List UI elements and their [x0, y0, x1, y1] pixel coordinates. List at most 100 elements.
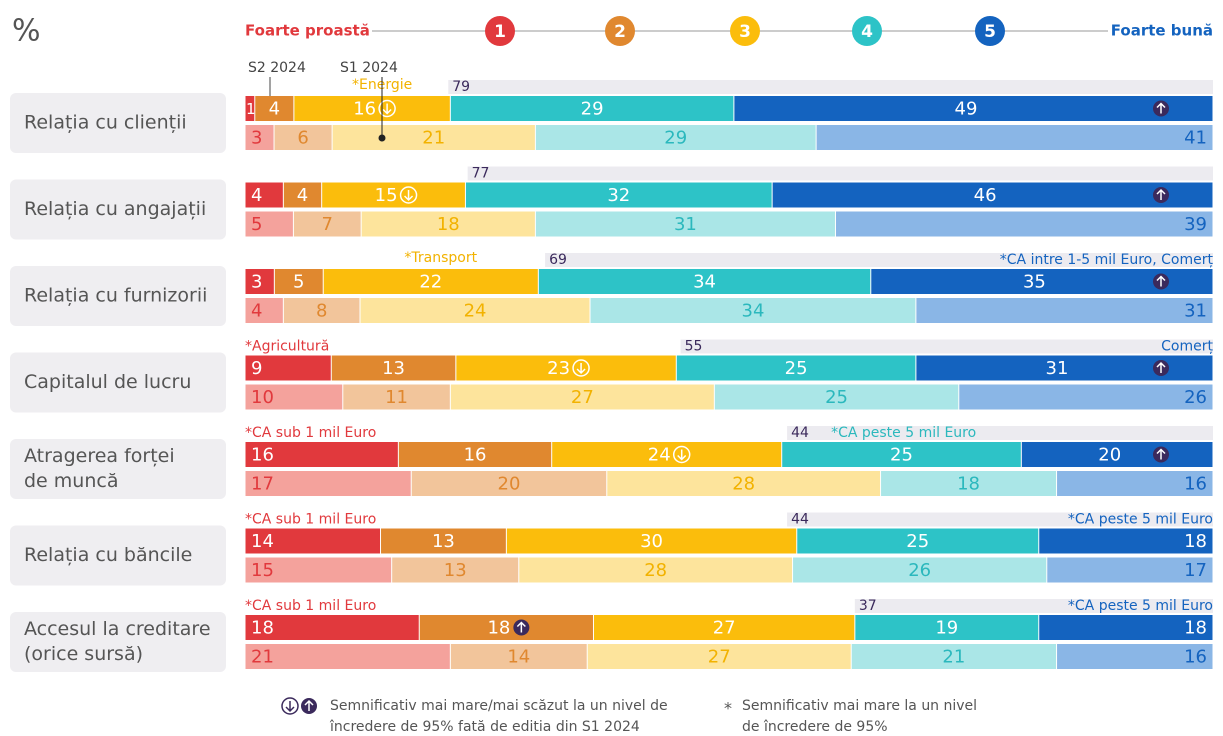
up-arrow: [1156, 361, 1166, 373]
segment-label: 25: [906, 531, 929, 552]
segment-label: 29: [664, 128, 687, 149]
segment-label: 21: [251, 647, 274, 668]
bar-segment: [381, 528, 506, 554]
row-label-box: [10, 525, 226, 586]
bar-segment: [450, 384, 714, 410]
segment-label: 21: [942, 647, 965, 668]
scale-low: Foarte proastă: [245, 22, 370, 40]
up-arrow: [1156, 448, 1166, 460]
bar-segment: [283, 182, 322, 208]
segment-label: 16: [353, 99, 376, 120]
segment-label: 27: [571, 387, 594, 408]
segment-label: 22: [419, 272, 442, 293]
row-label-box: [10, 439, 226, 499]
segment-label: 5: [251, 214, 262, 235]
row-label: Relația cu clienții: [24, 112, 187, 134]
top-box-bar: [545, 253, 1213, 267]
up-arrow: [1156, 275, 1166, 287]
segment-label: 5: [293, 272, 304, 293]
down-arrow: [285, 701, 295, 713]
bar-segment: [274, 269, 323, 294]
legend: Semnificativ mai mare/mai scăzut la un n…: [281, 697, 977, 735]
scale-point-label: 1: [494, 22, 506, 42]
scale-high: Foarte bună: [1111, 22, 1213, 40]
scale-point: [485, 16, 515, 46]
bar-segment: [450, 96, 734, 121]
bar-segment: [1047, 557, 1213, 583]
bar-segment: [322, 182, 465, 208]
segment-label: 4: [297, 185, 308, 206]
bar-segment: [593, 615, 855, 640]
bar-segment: [793, 557, 1047, 583]
segment-label: 11: [385, 387, 408, 408]
top-box-bar: [854, 599, 1213, 613]
top-box-label: 77: [472, 166, 490, 182]
bar-segment: [1039, 528, 1213, 554]
bar-segment: [331, 355, 456, 381]
row-label: Accesul la creditare: [24, 618, 211, 640]
note: *CA sub 1 mil Euro: [245, 425, 376, 441]
segment-label: 4: [269, 99, 280, 120]
bar-segment: [283, 298, 360, 323]
bar-segment: [816, 125, 1213, 150]
bar-segment: [255, 96, 294, 121]
segment-label: 17: [251, 474, 274, 495]
segment-label: 3: [251, 272, 262, 293]
bar-segment: [274, 125, 332, 150]
bar-segment: [245, 442, 398, 467]
row-label-box: [10, 179, 226, 240]
segment-label: 31: [1046, 358, 1069, 379]
scale-point: [730, 16, 760, 46]
down-icon: [399, 186, 418, 204]
row-label: Relația cu băncile: [24, 544, 192, 566]
bar-segment: [323, 269, 538, 294]
note: *CA peste 5 mil Euro: [1068, 512, 1213, 528]
segment-label: 16: [251, 445, 274, 466]
bar-segment: [506, 528, 797, 554]
segment-label: 29: [581, 99, 604, 120]
scale-point-label: 5: [984, 22, 996, 42]
segment-label: 25: [890, 445, 913, 466]
segment-label: 34: [693, 272, 716, 293]
bar-segment: [590, 298, 916, 323]
segment-label: 26: [908, 560, 931, 581]
segment-label: 6: [297, 128, 308, 149]
segment-label: 13: [432, 531, 455, 552]
segment-label: 9: [251, 358, 262, 379]
scale-point-label: 3: [739, 22, 751, 42]
legend-text: Semnificativ mai mare/mai scăzut la un n…: [330, 698, 668, 714]
legend-star: *: [724, 699, 732, 718]
bar-segment: [245, 182, 283, 208]
legend-text: încredere de 95% fată de editia din S1 2…: [329, 719, 640, 735]
top-box-label: 69: [549, 252, 567, 268]
series-name: S1 2024: [340, 60, 398, 76]
top-box-bar: [467, 166, 1213, 181]
segment-label: 18: [957, 474, 980, 495]
row-label-box: [10, 612, 226, 672]
bar-segment: [411, 471, 607, 496]
row-label-box: [10, 266, 226, 326]
segment-label: 31: [674, 214, 697, 235]
top-box-label: 44: [791, 425, 809, 441]
bar-segment: [538, 269, 871, 294]
row-label: (orice sursă): [24, 643, 143, 665]
segment-label: 28: [732, 474, 755, 495]
down-icon: [378, 99, 396, 118]
segment-label: 26: [1184, 387, 1207, 408]
top-box-bar: [787, 426, 1213, 440]
row-label: Atragerea forței: [24, 445, 175, 467]
segment-label: 24: [648, 445, 671, 466]
bar-segment: [851, 644, 1057, 669]
bar-segment: [1057, 471, 1213, 496]
segment-label: 16: [1184, 474, 1207, 495]
bar-segment: [1057, 644, 1213, 669]
segment-label: 46: [974, 185, 997, 206]
down-arrow: [576, 363, 586, 375]
up-arrow: [1156, 102, 1166, 114]
bar-segment: [245, 528, 381, 554]
up-arrow: [1156, 188, 1166, 200]
segment-label: 49: [955, 99, 978, 120]
segment-label: 35: [1023, 272, 1046, 293]
segment-label: 30: [640, 531, 663, 552]
